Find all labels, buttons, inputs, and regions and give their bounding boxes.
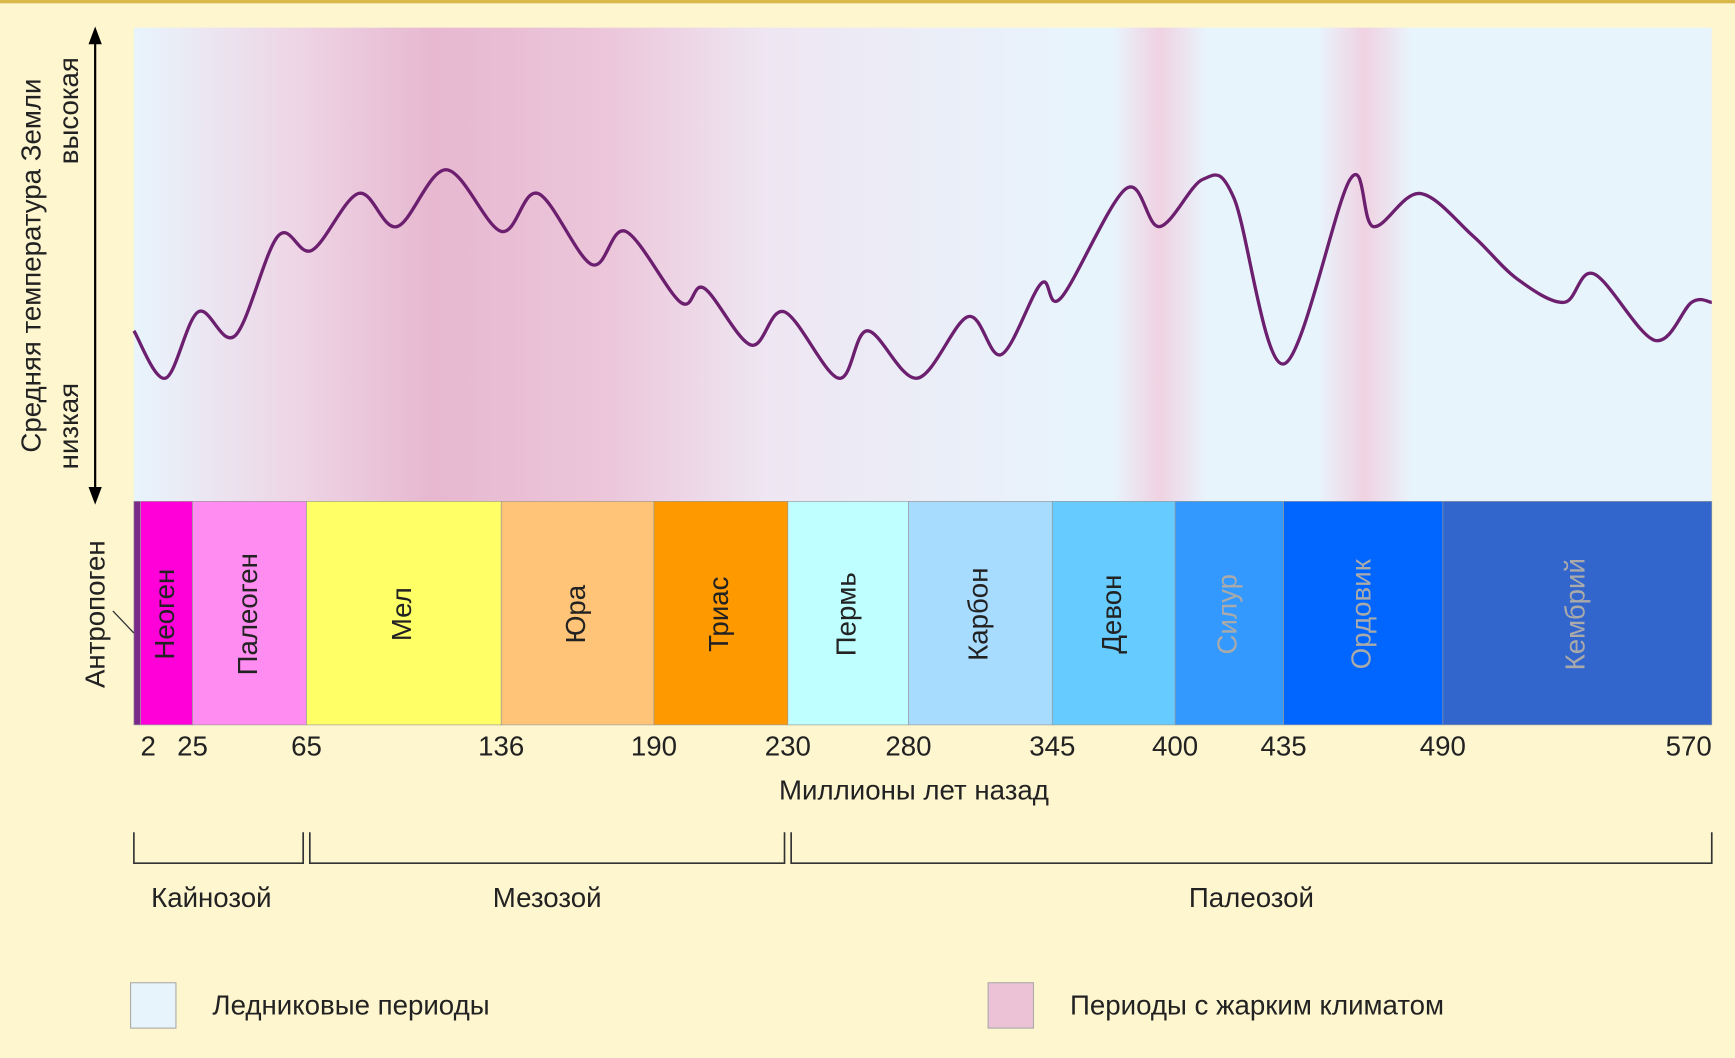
period	[140, 501, 193, 726]
legend-swatch	[987, 982, 1035, 1029]
period	[1442, 501, 1713, 726]
period	[787, 501, 909, 726]
period-label: Мел	[386, 587, 417, 641]
x-tick-label: 490	[1420, 730, 1466, 761]
x-tick-label: 230	[765, 730, 811, 761]
period	[1283, 501, 1444, 726]
temperature-line	[132, 168, 1713, 380]
legend-label: Ледниковые периоды	[212, 989, 489, 1020]
y-label: Средняя температура Земли	[16, 79, 47, 453]
y-low: низкая	[53, 383, 84, 469]
period-label: Антропоген	[80, 540, 111, 688]
x-tick-label: 25	[177, 730, 208, 761]
x-tick-label: 65	[291, 730, 322, 761]
era-bracket	[133, 832, 305, 865]
legend-label: Периоды с жарким климатом	[1070, 989, 1444, 1020]
period-label: Карбон	[963, 568, 994, 661]
period-label: Палеоген	[232, 553, 263, 675]
period	[192, 501, 307, 726]
era-label: Мезозой	[493, 882, 602, 913]
era-label: Палеозой	[1189, 882, 1314, 913]
x-tick-label: 345	[1029, 730, 1075, 761]
period	[653, 501, 789, 726]
era-bracket	[308, 832, 786, 865]
period	[306, 501, 502, 726]
x-label: Миллионы лет назад	[779, 775, 1049, 806]
era-bracket	[790, 832, 1713, 865]
period	[133, 501, 141, 726]
x-tick-label: 435	[1260, 730, 1306, 761]
era-label: Кайнозой	[151, 882, 271, 913]
period	[500, 501, 655, 726]
period-label: Кембрий	[1560, 558, 1591, 670]
period-label: Ордовик	[1346, 558, 1377, 669]
period	[1051, 501, 1176, 726]
x-tick-label: 280	[885, 730, 931, 761]
leader	[112, 610, 135, 634]
period-label: Пермь	[830, 572, 861, 656]
x-tick-label: 400	[1152, 730, 1198, 761]
x-tick-label: 2	[141, 730, 156, 761]
period-label: Юра	[560, 584, 591, 643]
period	[1174, 501, 1284, 726]
period	[908, 501, 1053, 726]
top-border	[0, 0, 1735, 4]
period-label: Неоген	[149, 569, 180, 660]
y-high: высокая	[53, 57, 84, 164]
x-tick-label: 136	[478, 730, 524, 761]
legend-swatch	[130, 982, 177, 1029]
period-label: Триас	[703, 576, 734, 652]
x-tick-label: 190	[631, 730, 677, 761]
period-label: Силур	[1212, 574, 1243, 654]
x-tick-label: 570	[1666, 730, 1712, 761]
period-label: Девон	[1096, 575, 1127, 654]
plot-background	[133, 27, 1712, 502]
